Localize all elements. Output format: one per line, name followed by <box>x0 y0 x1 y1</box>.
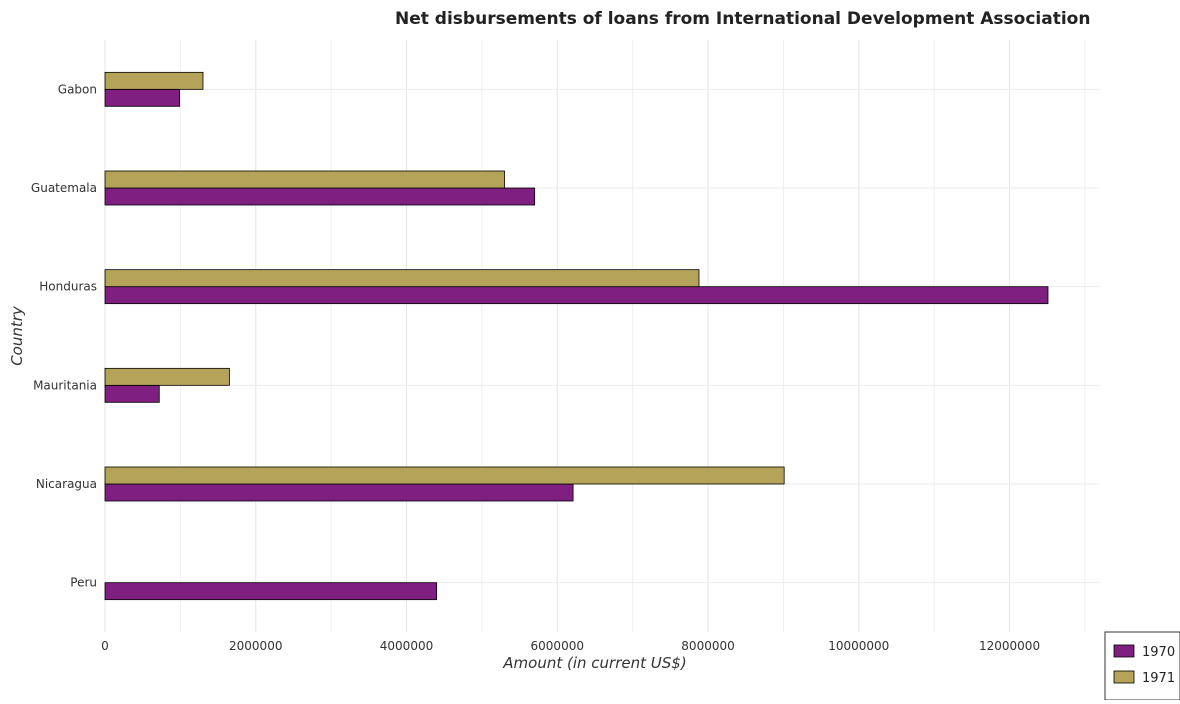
y-tick-label: Nicaragua <box>36 477 97 491</box>
x-tick-label: 0 <box>101 639 109 653</box>
x-tick-label: 6000000 <box>531 639 584 653</box>
x-axis-label: Amount (in current US$) <box>502 654 686 672</box>
y-tick-label: Mauritania <box>33 378 97 392</box>
bar-1970-gabon <box>104 88 181 107</box>
y-tick-label: Gabon <box>58 82 97 96</box>
y-axis-label: Country <box>8 305 26 366</box>
y-tick-label: Guatemala <box>31 181 97 195</box>
bar-1971-gabon <box>104 71 204 90</box>
legend-swatch-1970 <box>1113 644 1135 658</box>
bar-1970-mauritania <box>104 384 160 403</box>
y-tick-label: Peru <box>70 576 97 590</box>
bar-1971-nicaragua <box>104 466 785 485</box>
bar-1971-honduras <box>104 269 700 288</box>
bar-1970-nicaragua <box>104 483 574 502</box>
x-tick-label: 4000000 <box>380 639 433 653</box>
legend-label-1970: 1970 <box>1142 645 1175 660</box>
bar-1971-mauritania <box>104 367 230 386</box>
x-tick-labels: 0 2000000 4000000 6000000 8000000 10000000 120… <box>101 639 1040 653</box>
bar-1971-guatemala <box>104 170 505 189</box>
x-tick-label: 2000000 <box>229 639 282 653</box>
bar-1970-peru <box>104 582 438 601</box>
legend-box <box>1104 631 1180 701</box>
bars <box>104 71 1049 601</box>
x-tick-label: 8000000 <box>681 639 734 653</box>
x-tick-label: 10000000 <box>828 639 889 653</box>
bar-1970-guatemala <box>104 187 536 206</box>
plot-area <box>105 40 1100 632</box>
y-tick-label: Honduras <box>39 280 97 294</box>
bar-1970-honduras <box>104 286 1049 305</box>
y-tick-labels: Gabon Guatemala Honduras Mauritania Nicaragu… <box>31 82 97 589</box>
legend-label-1971: 1971 <box>1142 671 1175 686</box>
x-tick-label: 12000000 <box>979 639 1040 653</box>
chart-title: Net disbursements of loans from Internat… <box>395 9 1090 29</box>
legend-swatch-1971 <box>1113 670 1135 684</box>
legend: 1970 1971 <box>1104 631 1180 701</box>
